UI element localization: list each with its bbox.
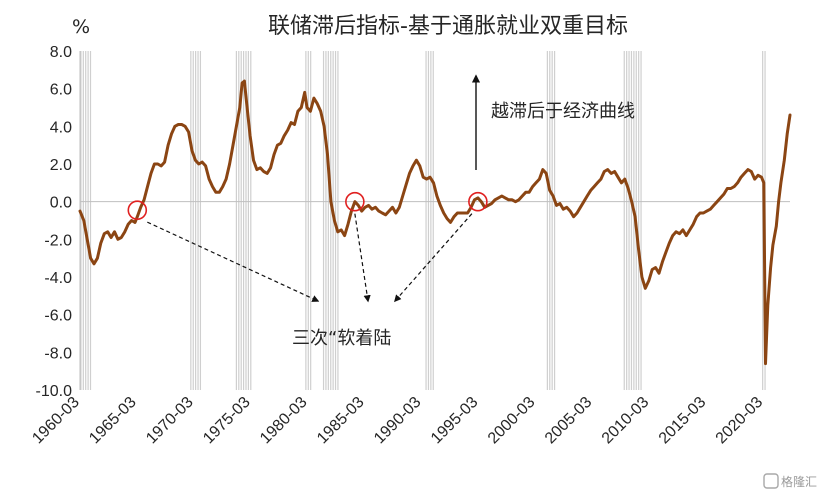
x-tick-label: 2005-03	[542, 394, 596, 448]
x-tick-label: 1975-03	[200, 394, 254, 448]
soft-landing-arrow-0	[147, 221, 320, 302]
annotations	[127, 74, 488, 303]
x-tick-label: 1970-03	[143, 394, 197, 448]
recession-shading	[80, 51, 766, 390]
x-tick-labels: 1960-03 1965-03 1970-03 1975-03 1980-03 1985-…	[29, 394, 766, 448]
soft-landing-circle-0	[127, 200, 148, 220]
soft-landing-label: 三次“软着陆	[292, 328, 391, 349]
series	[78, 79, 792, 366]
x-tick-label: 2015-03	[656, 394, 710, 448]
x-tick-label: 1990-03	[371, 394, 425, 448]
watermark-logo-icon	[763, 473, 779, 489]
series-line-0	[78, 79, 792, 366]
x-tick-label: 1980-03	[257, 394, 311, 448]
y-unit-label: %	[72, 16, 90, 38]
y-tick-label: -6.0	[44, 308, 72, 325]
x-tick-label: 2020-03	[713, 394, 767, 448]
x-tick-label: 2010-03	[599, 394, 653, 448]
x-tick-label: 1985-03	[314, 394, 368, 448]
y-tick-label: 2.0	[50, 157, 72, 174]
x-tick-label: 1995-03	[428, 394, 482, 448]
chart-title: 联储滞后指标-基于通胀就业双重目标	[268, 14, 628, 39]
y-tick-label: -2.0	[44, 232, 72, 249]
y-tick-label: 6.0	[50, 82, 72, 99]
y-tick-labels: 8.0 6.0 4.0 2.0 0.0 -2.0 -4.0 -6.0 -8.0 -10.0	[36, 44, 73, 400]
soft-landing-circle-2	[468, 191, 488, 212]
y-tick-label: -4.0	[44, 270, 72, 287]
soft-landing-arrow-1	[354, 213, 371, 303]
soft-landing-arrow-2	[394, 213, 473, 303]
arrow-annotation-label: 越滞后于经济曲线	[491, 101, 635, 122]
y-tick-label: -8.0	[44, 345, 72, 362]
x-tick-label: 2000-03	[485, 394, 539, 448]
y-tick-label: 0.0	[50, 195, 72, 212]
watermark: 格隆汇	[763, 473, 817, 489]
y-tick-label: 8.0	[50, 44, 72, 61]
x-tick-label: 1965-03	[86, 394, 140, 448]
x-tick-label: 1960-03	[29, 394, 83, 448]
watermark-text: 格隆汇	[781, 474, 817, 489]
y-tick-label: 4.0	[50, 119, 72, 136]
y-tick-label: -10.0	[36, 383, 73, 400]
axes	[79, 51, 790, 390]
soft-landing-circle-1	[345, 191, 365, 212]
